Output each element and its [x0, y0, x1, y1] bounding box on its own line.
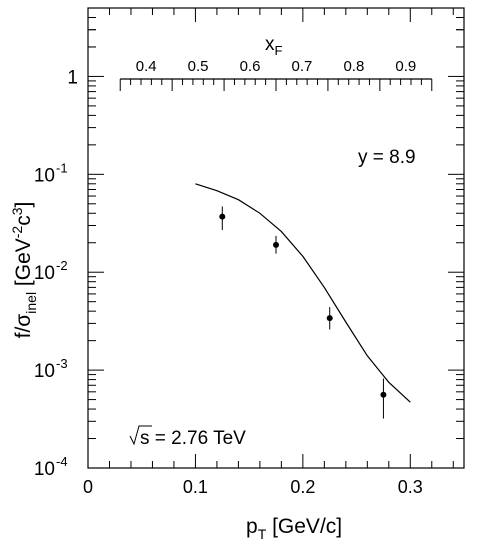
data-point — [219, 213, 226, 220]
y-tick-exponent: -1 — [56, 160, 68, 175]
x-tick-label: 0.3 — [398, 477, 423, 497]
top-axis-label: xF — [265, 34, 283, 58]
top-axis: 0.4 0.5 0.6 0.7 0.8 0.9 — [119, 58, 433, 91]
x-axis-label-unit: [GeV/c] — [266, 515, 342, 538]
top-axis-tick-label: 0.6 — [240, 58, 261, 75]
top-axis-tick-label: 0.5 — [188, 58, 209, 75]
top-axis-tick-label: 0.4 — [136, 58, 157, 75]
data-point — [380, 391, 387, 398]
x-tick-label: 0.1 — [183, 477, 208, 497]
x-tick-label: 0.2 — [290, 477, 315, 497]
y-axis-label-unit-prefix: [GeV — [12, 238, 35, 292]
top-axis-tick-label: 0.7 — [292, 58, 313, 75]
y-axis-label-mid: c — [12, 215, 35, 226]
energy-annotation: s = 2.76 TeV — [129, 425, 246, 449]
energy-label: s = 2.76 TeV — [140, 428, 246, 449]
frame-ticks — [87, 7, 464, 469]
data-point — [326, 315, 333, 322]
x-axis-label-main: p — [246, 515, 258, 538]
model-curve — [195, 183, 411, 403]
y-axis-label-unit-suffix: ] — [12, 202, 35, 208]
top-axis-tick-label: 0.8 — [343, 58, 364, 75]
top-axis-label-sub: F — [275, 43, 283, 58]
y-tick-label: 10 — [34, 263, 55, 284]
top-axis-tick-label: 0.9 — [395, 58, 416, 75]
x-axis-label-sub: T — [258, 526, 267, 542]
sqrt-symbol — [129, 425, 152, 446]
y-tick-label: 10 — [34, 165, 55, 186]
y-axis-label: f/σinel [GeV-2c3] — [9, 202, 39, 339]
y-axis-label-main: f/σ — [12, 314, 35, 339]
y-tick-label: 10 — [34, 361, 55, 382]
x-tick-label: 0 — [83, 477, 93, 497]
y-tick-exponent: -3 — [56, 356, 68, 371]
y-axis-label-exp2: 3 — [9, 207, 25, 215]
y-tick-exponent: -2 — [56, 258, 68, 273]
data-point — [273, 241, 279, 248]
y-tick-label: 10 — [34, 459, 55, 480]
plot-frame — [87, 7, 465, 469]
rapidity-annotation: y = 8.9 — [358, 147, 416, 168]
x-axis-label: pT [GeV/c] — [246, 515, 342, 542]
top-axis-label-main: x — [265, 34, 275, 55]
y-tick-exponent: -4 — [56, 454, 68, 469]
series-line — [195, 183, 411, 403]
y-tick-label: 1 — [67, 67, 78, 88]
y-axis-label-sub: inel — [23, 292, 39, 314]
y-axis-label-exp1: -2 — [9, 226, 25, 239]
series-points — [219, 206, 387, 419]
